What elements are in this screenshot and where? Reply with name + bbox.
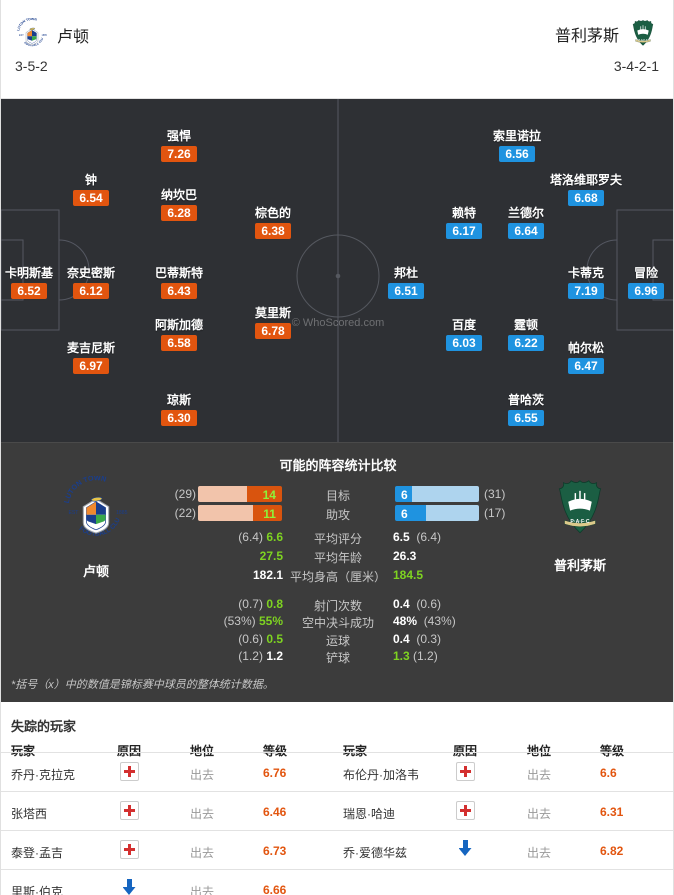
svg-text:P·A·F·C: P·A·F·C (638, 39, 647, 42)
svg-text:EST: EST (19, 34, 24, 37)
svg-text:1885: 1885 (42, 34, 48, 37)
